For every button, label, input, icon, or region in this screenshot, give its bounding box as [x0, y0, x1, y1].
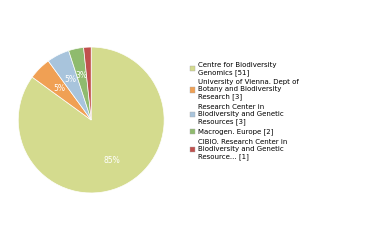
Text: 85%: 85% — [103, 156, 120, 165]
Wedge shape — [18, 47, 164, 193]
Text: 3%: 3% — [76, 71, 88, 80]
Wedge shape — [48, 51, 91, 120]
Wedge shape — [84, 47, 91, 120]
Wedge shape — [69, 48, 91, 120]
Text: 5%: 5% — [65, 75, 77, 84]
Legend: Centre for Biodiversity
Genomics [51], University of Vienna. Dept of
Botany and : Centre for Biodiversity Genomics [51], U… — [190, 62, 299, 160]
Wedge shape — [32, 61, 91, 120]
Text: 5%: 5% — [53, 84, 65, 92]
